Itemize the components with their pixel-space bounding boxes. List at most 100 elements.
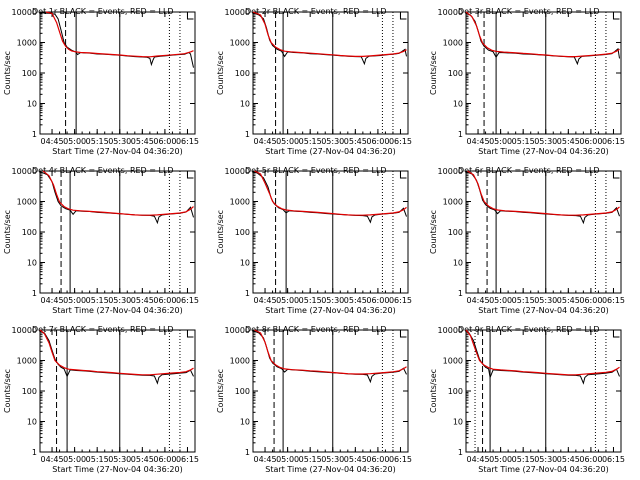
series-events-line: [252, 171, 407, 224]
series-lld-line: [254, 329, 407, 375]
x-tick-label: 05:45: [131, 455, 154, 464]
x-tick-label: 05:15: [86, 296, 109, 305]
x-tick-label: 06:15: [176, 296, 199, 305]
y-tick-label: 100: [22, 228, 37, 237]
x-tick-label: 05:45: [557, 137, 580, 146]
panel-det-3: Det 3r BLACK = Events, RED = LLD Counts/s…: [429, 7, 625, 156]
panel-det-9: Det 9r BLACK = Events, RED = LLD Counts/s…: [429, 325, 625, 474]
y-axis-label: Counts/sec: [216, 51, 225, 95]
plot-frame: [39, 329, 196, 453]
y-tick-label: 1000: [443, 39, 463, 48]
y-tick-label: 100: [448, 228, 463, 237]
plot-frame: [252, 11, 409, 135]
x-tick-label: 05:15: [512, 455, 535, 464]
y-tick-label: 1: [458, 130, 463, 139]
x-tick-label: 06:15: [602, 137, 625, 146]
series-events-line: [252, 12, 407, 66]
x-tick-label: 04:45: [254, 455, 277, 464]
y-tick-label: 100: [235, 69, 250, 78]
corner-marker: [186, 12, 194, 20]
y-tick-label: 10: [240, 259, 250, 268]
x-tick-label: 05:00: [489, 296, 512, 305]
x-tick-label: 05:15: [299, 455, 322, 464]
x-tick-label: 05:45: [131, 137, 154, 146]
x-tick-label: 04:45: [467, 296, 490, 305]
x-tick-label: 05:30: [321, 455, 344, 464]
corner-marker: [612, 171, 620, 179]
x-axis-label: Start Time (27-Nov-04 04:36:20): [265, 147, 395, 156]
y-axis-label: Counts/sec: [429, 51, 438, 95]
x-axis-label: Start Time (27-Nov-04 04:36:20): [52, 306, 182, 315]
y-tick-label: 1000: [230, 357, 250, 366]
y-tick-label: 1000: [17, 39, 37, 48]
y-tick-label: 1: [245, 289, 250, 298]
series-events-line: [39, 12, 194, 68]
panel-det-5: Det 5r BLACK = Events, RED = LLD Counts/s…: [216, 166, 412, 315]
series-lld-line: [465, 329, 620, 376]
x-tick-label: 05:45: [344, 455, 367, 464]
y-tick-label: 10: [240, 418, 250, 427]
x-tick-label: 05:15: [299, 296, 322, 305]
series-lld-line: [467, 170, 620, 216]
corner-marker: [612, 12, 620, 20]
x-tick-label: 06:15: [176, 137, 199, 146]
x-tick-label: 06:15: [389, 137, 412, 146]
y-axis-label: Counts/sec: [3, 210, 12, 254]
x-tick-label: 05:45: [557, 296, 580, 305]
series-lld-line: [39, 329, 194, 376]
y-tick-label: 10: [27, 418, 37, 427]
y-tick-label: 10000: [225, 8, 250, 17]
corner-marker: [399, 330, 407, 338]
corner-marker: [399, 171, 407, 179]
y-tick-label: 10000: [438, 167, 463, 176]
x-tick-label: 05:30: [534, 296, 557, 305]
panel-title: Det 3r BLACK = Events, RED = LLD: [458, 7, 600, 16]
y-tick-label: 1000: [230, 198, 250, 207]
x-tick-label: 05:45: [344, 137, 367, 146]
x-axis-label: Start Time (27-Nov-04 04:36:20): [265, 465, 395, 474]
panel-det-6: Det 6r BLACK = Events, RED = LLD Counts/s…: [429, 166, 625, 315]
panel-title: Det 6r BLACK = Events, RED = LLD: [458, 166, 600, 175]
panel-title: Det 7r BLACK = Events, RED = LLD: [32, 325, 174, 334]
x-tick-label: 06:15: [602, 296, 625, 305]
x-tick-label: 04:45: [41, 296, 64, 305]
x-tick-label: 05:00: [489, 455, 512, 464]
series-lld-line: [254, 170, 407, 216]
y-tick-label: 10: [240, 100, 250, 109]
panel-det-1: Det 1r BLACK = Events, RED = LLD Counts/s…: [3, 7, 199, 156]
x-tick-label: 05:00: [276, 455, 299, 464]
x-axis-label: Start Time (27-Nov-04 04:36:20): [478, 306, 608, 315]
series-events-line: [465, 171, 620, 225]
x-tick-label: 06:00: [579, 455, 602, 464]
y-tick-label: 1000: [17, 198, 37, 207]
x-tick-label: 04:45: [254, 137, 277, 146]
panel-title: Det 1r BLACK = Events, RED = LLD: [32, 7, 174, 16]
series-events-line: [465, 330, 620, 385]
x-tick-label: 04:45: [41, 137, 64, 146]
y-axis-label: Counts/sec: [216, 369, 225, 413]
x-tick-label: 05:00: [63, 455, 86, 464]
series-lld-line: [252, 11, 407, 57]
y-tick-label: 1: [32, 448, 37, 457]
y-tick-label: 100: [448, 69, 463, 78]
x-tick-label: 05:15: [512, 137, 535, 146]
x-tick-label: 06:15: [389, 296, 412, 305]
x-tick-label: 06:15: [176, 455, 199, 464]
plot-frame: [465, 329, 622, 453]
x-tick-label: 06:00: [153, 455, 176, 464]
series-events-line: [252, 330, 407, 384]
x-tick-label: 05:00: [63, 137, 86, 146]
y-axis-label: Counts/sec: [429, 369, 438, 413]
y-tick-label: 100: [22, 69, 37, 78]
corner-marker: [399, 12, 407, 20]
x-tick-label: 04:45: [467, 137, 490, 146]
x-tick-label: 04:45: [254, 296, 277, 305]
panel-title: Det 2r BLACK = Events, RED = LLD: [245, 7, 387, 16]
x-axis-label: Start Time (27-Nov-04 04:36:20): [265, 306, 395, 315]
x-tick-label: 05:45: [131, 296, 154, 305]
y-tick-label: 10000: [438, 8, 463, 17]
panel-det-4: Det 4r BLACK = Events, RED = LLD Counts/s…: [3, 166, 199, 315]
x-axis-label: Start Time (27-Nov-04 04:36:20): [52, 465, 182, 474]
y-tick-label: 100: [22, 387, 37, 396]
